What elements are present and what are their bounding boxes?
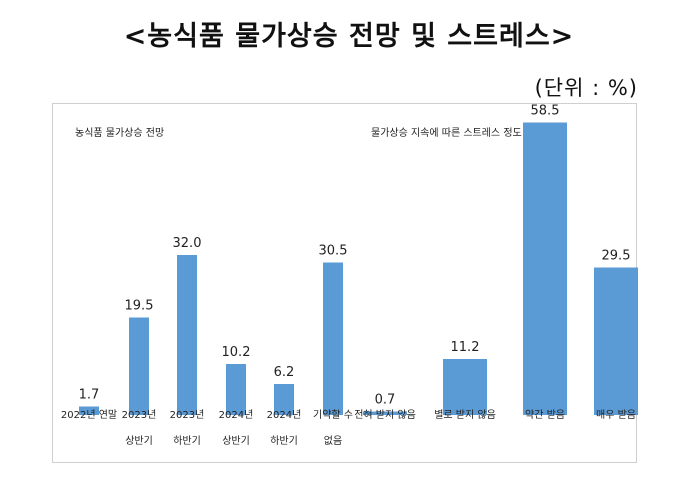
chart-2-value-label-1: 0.7 [375, 393, 396, 408]
unit-label: (단위 : %) [534, 76, 638, 100]
chart-2-category-label-1-1: 전혀 받지 않음 [354, 409, 416, 421]
page-title: <농식품 물가상승 전망 및 스트레스> [123, 21, 575, 52]
chart-2-bar-1 [363, 411, 407, 415]
chart-1-category-label-1-1: 2022년 연말 [61, 409, 117, 421]
chart-1-bar-1 [79, 406, 99, 415]
chart-2-title: 물가상승 지속에 따른 스트레스 정도 [371, 127, 522, 139]
chart-1-category-label-3-2: 하반기 [173, 434, 201, 447]
chart-1-bar-3 [177, 255, 197, 415]
chart-1-category-label-5-1: 2024년 [267, 409, 302, 421]
chart-2-value-label-4: 29.5 [602, 249, 631, 264]
chart-1-category-label-6-1: 기약할 수 [313, 409, 353, 421]
chart-2-bar-2 [443, 359, 487, 415]
chart-1-category-label-6-2: 없음 [324, 434, 342, 447]
chart-1-bar-4 [226, 364, 246, 415]
chart-2-value-label-2: 11.2 [451, 340, 480, 355]
chart-1-bar-5 [274, 384, 294, 415]
chart-1-value-label-1: 1.7 [79, 388, 100, 403]
chart-2-category-label-3-1: 약간 받음 [525, 409, 565, 421]
chart-1-category-label-5-2: 하반기 [270, 434, 298, 447]
chart-2-category-label-2-1: 별로 받지 않음 [434, 409, 496, 421]
chart-1-value-label-6: 30.5 [319, 244, 348, 259]
chart-1-value-label-4: 10.2 [222, 345, 251, 360]
chart-1-title: 농식품 물가상승 전망 [75, 127, 164, 139]
chart-1-category-label-4-2: 상반기 [222, 435, 250, 447]
chart-2-bar-4 [594, 267, 638, 415]
chart-2-value-label-3: 58.5 [531, 104, 560, 119]
chart-2-category-label-4-1: 매우 받음 [596, 409, 636, 421]
chart-1-category-label-2-1: 2023년 [122, 409, 157, 421]
chart-1-bar-2 [129, 317, 149, 415]
chart-1-value-label-2: 19.5 [125, 299, 154, 314]
chart-1-value-label-5: 6.2 [274, 365, 295, 380]
chart-1-category-label-4-1: 2024년 [219, 409, 254, 421]
chart-2-bar-3 [523, 122, 567, 415]
chart-1-category-label-3-1: 2023년 [170, 409, 205, 421]
chart-1-bar-6 [323, 262, 343, 415]
chart-1-category-label-2-2: 상반기 [125, 435, 153, 447]
chart-1-value-label-3: 32.0 [173, 236, 202, 251]
